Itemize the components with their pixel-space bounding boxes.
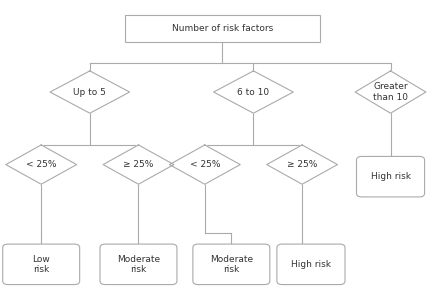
Text: 6 to 10: 6 to 10 bbox=[237, 88, 270, 97]
Polygon shape bbox=[170, 145, 240, 184]
Text: Moderate
risk: Moderate risk bbox=[210, 255, 253, 274]
Polygon shape bbox=[267, 145, 337, 184]
FancyBboxPatch shape bbox=[3, 244, 80, 285]
Text: Moderate
risk: Moderate risk bbox=[117, 255, 160, 274]
FancyBboxPatch shape bbox=[125, 15, 320, 42]
Text: Up to 5: Up to 5 bbox=[73, 88, 106, 97]
Text: High risk: High risk bbox=[371, 172, 411, 181]
Text: High risk: High risk bbox=[291, 260, 331, 269]
Text: Greater
than 10: Greater than 10 bbox=[373, 82, 408, 102]
Polygon shape bbox=[355, 71, 426, 113]
Polygon shape bbox=[103, 145, 174, 184]
Polygon shape bbox=[6, 145, 77, 184]
FancyBboxPatch shape bbox=[277, 244, 345, 285]
Text: ≥ 25%: ≥ 25% bbox=[287, 160, 317, 169]
Text: < 25%: < 25% bbox=[26, 160, 57, 169]
Text: ≥ 25%: ≥ 25% bbox=[123, 160, 154, 169]
Text: Low
risk: Low risk bbox=[32, 255, 50, 274]
FancyBboxPatch shape bbox=[356, 156, 425, 197]
Polygon shape bbox=[50, 71, 129, 113]
Polygon shape bbox=[214, 71, 293, 113]
FancyBboxPatch shape bbox=[100, 244, 177, 285]
Text: < 25%: < 25% bbox=[190, 160, 220, 169]
Text: Number of risk factors: Number of risk factors bbox=[172, 24, 273, 33]
FancyBboxPatch shape bbox=[193, 244, 270, 285]
